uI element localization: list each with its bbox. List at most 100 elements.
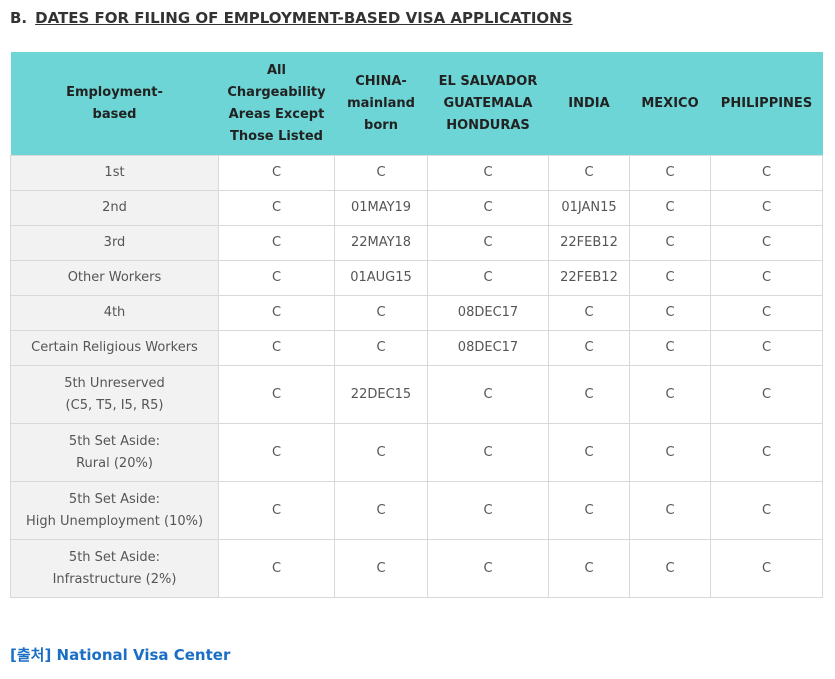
row-label-line: 4th <box>103 305 126 320</box>
date-cell: C <box>334 481 428 540</box>
table-row: Certain Religious Workers C C 08DEC17 C C C <box>10 330 823 366</box>
date-cell: C <box>710 539 823 598</box>
date-cell: C <box>548 330 630 366</box>
row-label-line: 5th Unreserved <box>64 375 165 391</box>
date-cell: C <box>427 365 549 424</box>
row-label-line: (C5, T5, I5, R5) <box>65 397 164 413</box>
table-header-row: Employment-based All Chargeability Areas Ex… <box>10 52 823 156</box>
date-cell: C <box>218 155 335 191</box>
column-header-all-chargeability: All Chargeability Areas Except Those Listed <box>218 52 335 156</box>
column-header-line: Areas Except <box>228 106 325 122</box>
column-header-line: born <box>364 117 398 133</box>
date-cell: C <box>334 539 428 598</box>
column-header-line: PHILIPPINES <box>720 95 813 111</box>
date-cell: C <box>710 481 823 540</box>
date-cell: C <box>218 365 335 424</box>
date-cell: C <box>218 423 335 482</box>
column-header-line: CHINA- <box>355 73 407 89</box>
column-header-line: Chargeability <box>227 84 326 100</box>
row-label-cell: Other Workers <box>10 260 219 296</box>
date-cell: C <box>629 295 711 331</box>
visa-dates-table: Employment-based All Chargeability Areas Ex… <box>10 52 823 598</box>
row-label-line: 2nd <box>102 200 127 215</box>
row-label-line: Rural (20%) <box>76 455 153 471</box>
date-cell: C <box>548 423 630 482</box>
date-cell: C <box>629 365 711 424</box>
date-cell: 01JAN15 <box>548 190 630 226</box>
date-cell: C <box>710 365 823 424</box>
table-row: 4th C C 08DEC17 C C C <box>10 295 823 331</box>
date-cell: C <box>710 295 823 331</box>
date-cell: C <box>548 539 630 598</box>
row-label-cell: 3rd <box>10 225 219 261</box>
date-cell: C <box>629 539 711 598</box>
column-header-china: CHINA-mainland born <box>334 52 428 156</box>
table-row: 5th Set Aside: Rural (20%) C C C C C C <box>10 423 823 482</box>
date-cell: C <box>629 260 711 296</box>
table-body: 1st C C C C C C 2nd C 01MAY19 C 01JAN15 C C 3rd C 22MAY1… <box>10 155 823 598</box>
column-header-philippines: PHILIPPINES <box>710 52 823 156</box>
date-cell: C <box>218 539 335 598</box>
row-label-line: Infrastructure (2%) <box>52 571 177 587</box>
row-label-cell: 5th Unreserved (C5, T5, I5, R5) <box>10 365 219 424</box>
date-cell: C <box>334 295 428 331</box>
date-cell: C <box>548 481 630 540</box>
date-cell: 01MAY19 <box>334 190 428 226</box>
table-row: 2nd C 01MAY19 C 01JAN15 C C <box>10 190 823 226</box>
row-label-line: Certain Religious Workers <box>31 340 198 355</box>
date-cell: C <box>710 225 823 261</box>
column-header-mexico: MEXICO <box>629 52 711 156</box>
date-cell: C <box>334 155 428 191</box>
row-label-cell: Certain Religious Workers <box>10 330 219 366</box>
column-header-line: INDIA <box>568 95 610 111</box>
column-header-employment-based: Employment-based <box>10 52 219 156</box>
column-header-line: MEXICO <box>641 95 699 111</box>
column-header-line: All <box>267 62 286 78</box>
date-cell: C <box>218 295 335 331</box>
row-label-cell: 5th Set Aside: Infrastructure (2%) <box>10 539 219 598</box>
section-prefix: B. <box>10 9 28 27</box>
column-header-line: GUATEMALA <box>443 95 533 111</box>
row-label-line: 5th Set Aside: <box>68 491 161 507</box>
row-label-cell: 5th Set Aside: High Unemployment (10%) <box>10 481 219 540</box>
date-cell: C <box>334 330 428 366</box>
row-label-line: 3rd <box>103 235 126 250</box>
date-cell: C <box>710 260 823 296</box>
date-cell: 01AUG15 <box>334 260 428 296</box>
date-cell: 08DEC17 <box>427 330 549 366</box>
date-cell: C <box>427 539 549 598</box>
date-cell: C <box>548 365 630 424</box>
date-cell: C <box>427 190 549 226</box>
date-cell: C <box>629 225 711 261</box>
section-title: DATES FOR FILING OF EMPLOYMENT-BASED VIS… <box>35 9 573 27</box>
date-cell: C <box>427 260 549 296</box>
date-cell: 22DEC15 <box>334 365 428 424</box>
source-link[interactable]: [출처] National Visa Center <box>10 646 231 664</box>
table-row: 5th Set Aside: Infrastructure (2%) C C C C C C <box>10 539 823 598</box>
column-header-line: Employment- <box>66 84 163 100</box>
row-label-line: 5th Set Aside: <box>68 549 161 565</box>
date-cell: C <box>218 260 335 296</box>
date-cell: C <box>629 481 711 540</box>
date-cell: C <box>629 155 711 191</box>
date-cell: C <box>334 423 428 482</box>
date-cell: 22MAY18 <box>334 225 428 261</box>
date-cell: C <box>710 155 823 191</box>
column-header-el-salvador-guatemala-honduras: EL SALVADOR GUATEMALA HONDURAS <box>427 52 549 156</box>
date-cell: C <box>218 225 335 261</box>
date-cell: C <box>548 155 630 191</box>
date-cell: C <box>218 330 335 366</box>
date-cell: C <box>710 423 823 482</box>
date-cell: C <box>218 190 335 226</box>
date-cell: C <box>427 155 549 191</box>
row-label-line: Other Workers <box>67 270 162 285</box>
row-label-line: High Unemployment (10%) <box>25 513 204 529</box>
row-label-cell: 4th <box>10 295 219 331</box>
row-label-cell: 2nd <box>10 190 219 226</box>
date-cell: 08DEC17 <box>427 295 549 331</box>
date-cell: C <box>629 423 711 482</box>
date-cell: C <box>629 330 711 366</box>
table-row: 3rd C 22MAY18 C 22FEB12 C C <box>10 225 823 261</box>
date-cell: C <box>427 423 549 482</box>
table-row: 5th Set Aside: High Unemployment (10%) C C C… <box>10 481 823 540</box>
